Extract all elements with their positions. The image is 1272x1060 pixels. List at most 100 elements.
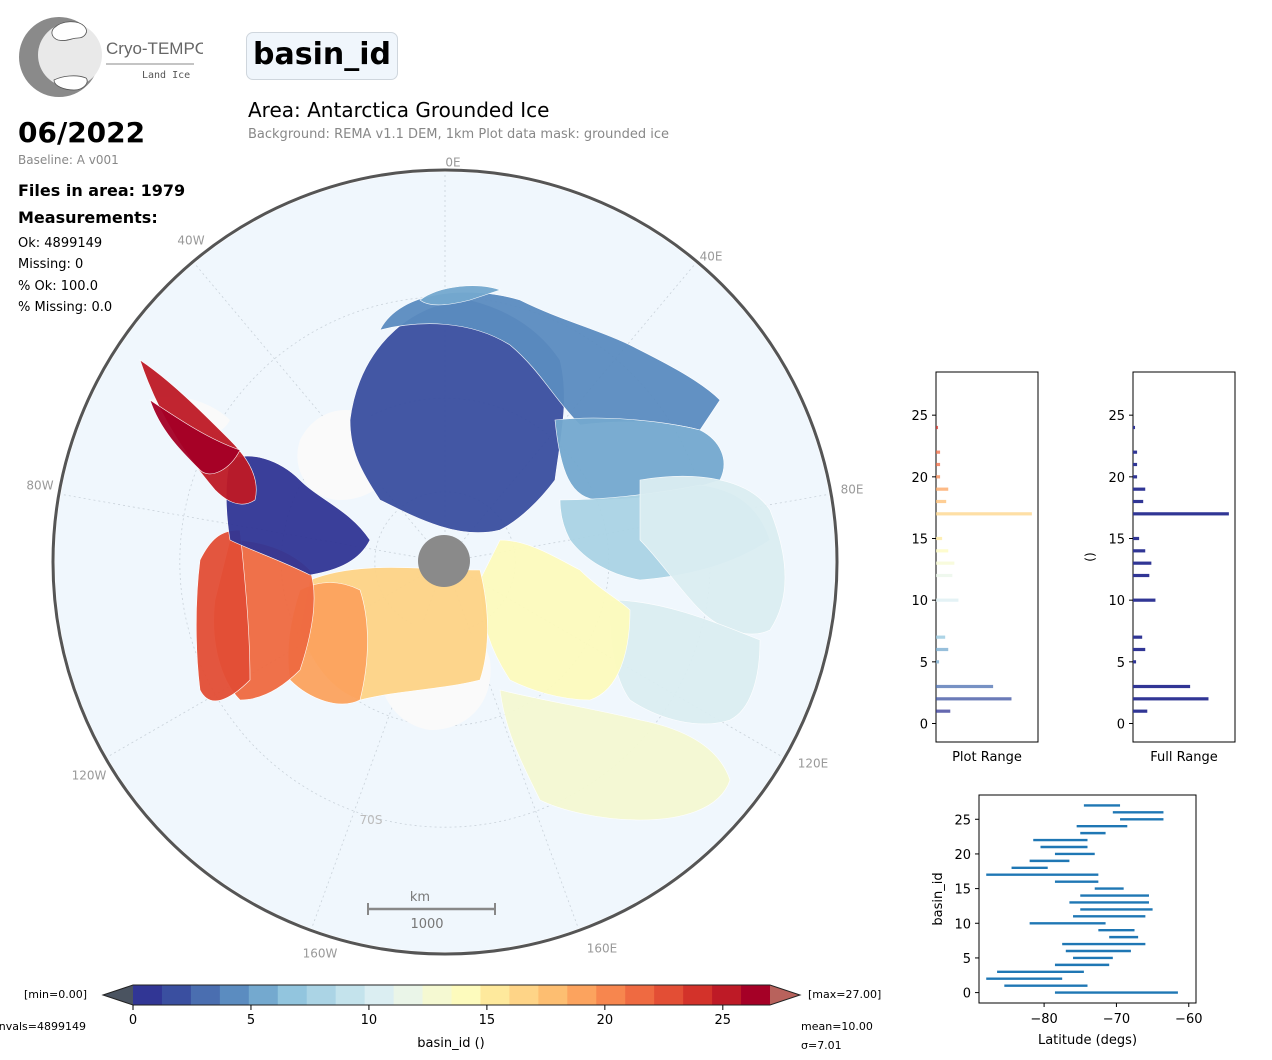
hist-xlabel: Plot Range — [952, 750, 1022, 765]
hist-bar — [936, 660, 940, 664]
basin-11 — [609, 599, 761, 725]
max-label: [max=27.00] — [808, 988, 881, 1001]
colorbar-bin — [219, 985, 250, 1005]
hist-bar — [1133, 660, 1137, 664]
hist-bar — [936, 573, 953, 578]
hist-ylabel: () — [1083, 552, 1097, 561]
basins — [139, 285, 786, 821]
colorbar-bin — [509, 985, 539, 1005]
hist-bar — [1133, 499, 1144, 504]
basin-14 — [479, 539, 631, 701]
stat-pct-missing: % Missing: 0.0 — [18, 300, 113, 315]
hist-ytick-label: 20 — [1108, 471, 1125, 486]
date-label: 06/2022 — [18, 116, 146, 149]
hist-bar — [1133, 573, 1150, 578]
lat-frame — [978, 794, 1197, 1004]
hist-bar — [936, 684, 994, 689]
lat-ytick-label: 25 — [954, 813, 971, 828]
hist-ytick-label: 15 — [911, 533, 928, 548]
colorbar-label: basin_id () — [417, 1036, 484, 1051]
hist-xlabel: Full Range — [1150, 750, 1218, 765]
hist-bar — [936, 536, 943, 541]
colorbar-bin — [712, 985, 742, 1005]
colorbar-bin — [364, 985, 395, 1005]
hist-bar — [936, 635, 946, 639]
colorbar: 0 5 10 15 20 25 [min=0.00] [max=27.00] nvals=489… — [0, 984, 881, 1052]
colorbar-bin — [277, 985, 308, 1005]
colorbar-bin — [683, 985, 713, 1005]
stat-ok: Ok: 4899149 — [18, 236, 103, 251]
colorbar-bin — [306, 985, 337, 1005]
sigma-label: σ=7.01 — [801, 1039, 842, 1052]
basin-5 — [419, 285, 501, 306]
area-title: Area: Antarctica Grounded Ice — [248, 98, 550, 122]
hist-bar — [936, 475, 941, 479]
cryo-tempo-logo: Cryo-TEMPO Land Ice — [19, 17, 203, 97]
lat-label-70S: 70S — [360, 813, 383, 827]
colorbar-tick-label: 25 — [715, 1013, 732, 1028]
hist-bar — [1133, 425, 1136, 430]
hist-ytick-label: 15 — [1108, 533, 1125, 548]
hist-ytick-label: 0 — [920, 718, 928, 733]
histogram-plot-range: 0 5 10 15 20 25 Plot Range — [911, 371, 1039, 765]
basin-4 — [379, 291, 721, 431]
colorbar-tick-label: 0 — [129, 1013, 137, 1028]
colorbar-tick-label: 20 — [597, 1013, 614, 1028]
hist-bar — [936, 425, 939, 430]
hist-ytick-label: 10 — [911, 594, 928, 609]
stat-missing: Missing: 0 — [18, 257, 84, 272]
basin-0 — [225, 455, 371, 576]
colorbar-bin — [538, 985, 568, 1005]
hist-bar — [1133, 647, 1146, 652]
colorbar-bin — [567, 985, 597, 1005]
hist-bar — [936, 697, 1012, 701]
lon-label-80W: 80W — [26, 479, 53, 493]
background-note: Background: REMA v1.1 DEM, 1km Plot data… — [248, 127, 669, 142]
colorbar-tick-label: 15 — [479, 1013, 496, 1028]
colorbar-bin — [451, 985, 481, 1005]
hist-bar — [1133, 487, 1146, 491]
basin-23 — [195, 529, 251, 702]
hist-ytick-label: 0 — [1117, 718, 1125, 733]
colorbar-bin — [133, 985, 163, 1005]
pole-hole — [418, 535, 470, 587]
lat-xtick-label: −70 — [1103, 1012, 1130, 1027]
lat-ytick-label: 20 — [954, 848, 971, 863]
hist-ytick-label: 10 — [1108, 594, 1125, 609]
meridian — [194, 262, 446, 563]
hist-bar — [1133, 450, 1138, 454]
hist-bar — [1133, 635, 1143, 639]
colorbar-bin — [480, 985, 510, 1005]
hist-ytick-label: 5 — [920, 656, 928, 671]
lon-label-160E: 160E — [587, 942, 618, 956]
nvals-label: nvals=4899149 — [0, 1020, 86, 1033]
basin-26 — [149, 399, 241, 475]
hist-bar — [936, 499, 947, 504]
lat-ytick-label: 15 — [954, 883, 971, 898]
colorbar-bin — [393, 985, 424, 1005]
hist-bar — [1133, 536, 1140, 541]
files-count: Files in area: 1979 — [18, 181, 186, 200]
basin-10 — [639, 475, 786, 635]
lat-ylabel: basin_id — [931, 872, 946, 925]
lon-label-0E: 0E — [445, 156, 460, 170]
hist-bar — [1133, 475, 1138, 479]
hist-ytick-label: 25 — [1108, 409, 1125, 424]
map-border — [51, 168, 839, 956]
hist-bar — [1133, 709, 1148, 713]
antarctica-map: 0E40E80E120E160E160W120W80W40W80S70Skm10… — [26, 156, 863, 961]
lat-xtick-label: −80 — [1030, 1012, 1057, 1027]
hist-frame — [935, 371, 1039, 743]
lon-label-160W: 160W — [303, 947, 338, 961]
mean-label: mean=10.00 — [801, 1020, 873, 1033]
lat-xtick-label: −60 — [1175, 1012, 1202, 1027]
colorbar-bin — [190, 985, 221, 1005]
hist-bar — [936, 549, 949, 553]
measurements-heading: Measurements: — [18, 208, 158, 227]
hist-bar — [1133, 598, 1156, 602]
colorbar-tick-label: 5 — [247, 1013, 255, 1028]
scalebar-value: 1000 — [410, 917, 443, 932]
hist-bar — [1133, 561, 1152, 565]
hist-bar — [936, 512, 1032, 516]
colorbar-bin — [248, 985, 279, 1005]
